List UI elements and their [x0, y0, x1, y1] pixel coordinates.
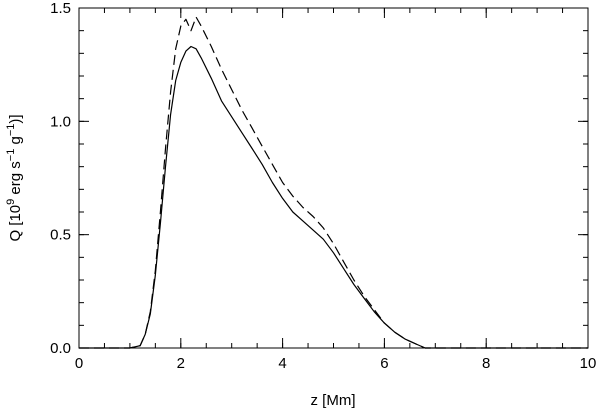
- y-axis-title-part-1: Q [10: [7, 205, 24, 242]
- series-dashed-line: [79, 16, 588, 349]
- y-tick-label: 1.0: [50, 113, 71, 130]
- y-axis-title: Q [109 erg s−1 g−1)]: [5, 114, 24, 241]
- axis-tick-labels: 0 2 4 6 8 10 0.0 0.5 1.0 1.5: [50, 0, 596, 372]
- x-tick-label: 6: [380, 355, 388, 372]
- y-axis-title-part-4: )]: [7, 114, 24, 123]
- y-tick-label: 1.5: [50, 0, 71, 17]
- y-axis-title-exp-3: −1: [5, 124, 17, 137]
- series-lines: [79, 16, 588, 349]
- series-solid-line: [79, 45, 588, 349]
- axis-ticks: [78, 7, 589, 349]
- plot-frame: [78, 7, 589, 349]
- y-tick-label: 0.0: [50, 340, 71, 357]
- y-axis-title-exp-2: −1: [5, 149, 17, 162]
- x-tick-label: 2: [177, 355, 185, 372]
- y-axis-title-part-2: erg s: [7, 161, 24, 199]
- y-axis-title-part-3: g: [7, 136, 24, 149]
- y-tick-label: 0.5: [50, 227, 71, 244]
- y-axis-title-exp-1: 9: [5, 199, 17, 205]
- x-tick-label: 0: [75, 355, 83, 372]
- x-tick-label: 8: [482, 355, 490, 372]
- x-tick-label: 4: [278, 355, 286, 372]
- x-axis-title: z [Mm]: [311, 392, 356, 409]
- x-tick-label: 10: [580, 355, 597, 372]
